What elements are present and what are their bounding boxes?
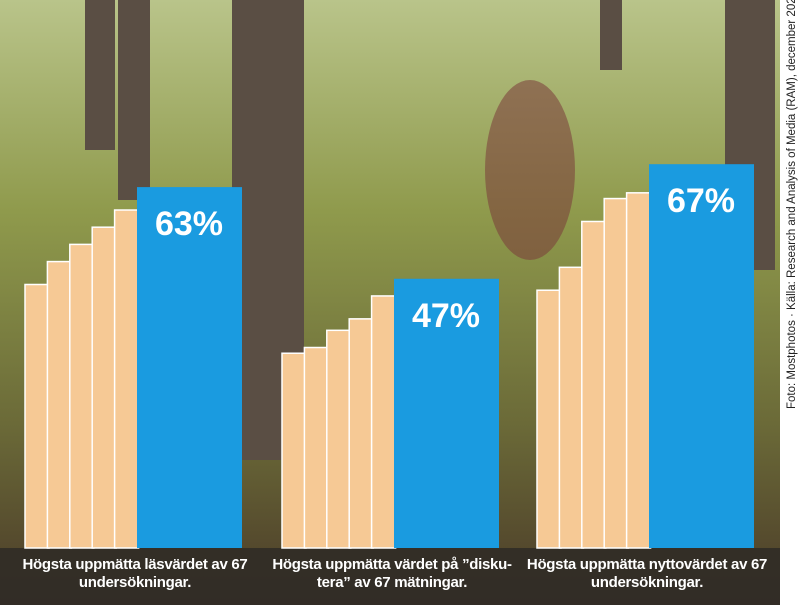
bar xyxy=(137,187,242,548)
comparison-bar xyxy=(625,192,652,549)
comparison-bar xyxy=(581,220,607,549)
bar xyxy=(394,278,499,548)
category-label: Högsta uppmätta värdet på ”disku-tera” a… xyxy=(272,556,512,591)
comparison-bar xyxy=(348,318,374,549)
comparison-bar xyxy=(24,283,50,549)
category-label-box: Högsta uppmätta nyttovärdet av 67 unders… xyxy=(526,556,768,591)
comparison-bar xyxy=(370,295,397,549)
comparison-bar xyxy=(281,352,307,549)
value-label: 63% xyxy=(155,205,223,243)
category-label: Högsta uppmätta läsvärdet av 67 undersök… xyxy=(22,556,248,591)
category-label-box: Högsta uppmätta läsvärdet av 67 undersök… xyxy=(22,556,248,591)
category-label-box: Högsta uppmätta värdet på ”disku-tera” a… xyxy=(272,556,512,591)
category-label: Högsta uppmätta nyttovärdet av 67 unders… xyxy=(526,556,768,591)
value-label: 67% xyxy=(667,182,735,220)
cyclist xyxy=(485,80,575,260)
comparison-bar xyxy=(69,243,95,549)
comparison-bar xyxy=(558,266,585,549)
value-label: 47% xyxy=(412,297,480,335)
comparison-bar xyxy=(91,226,117,549)
credit: Foto: Mostphotos · Källa: Research and A… xyxy=(786,0,798,409)
credit-strip xyxy=(780,0,800,605)
bar xyxy=(649,164,754,548)
comparison-bar xyxy=(303,346,330,549)
comparison-bar xyxy=(603,197,629,549)
comparison-bar xyxy=(113,209,140,549)
comparison-bar xyxy=(326,329,352,549)
label-band xyxy=(0,548,780,605)
comparison-bar xyxy=(46,260,73,549)
comparison-bar xyxy=(536,289,562,549)
